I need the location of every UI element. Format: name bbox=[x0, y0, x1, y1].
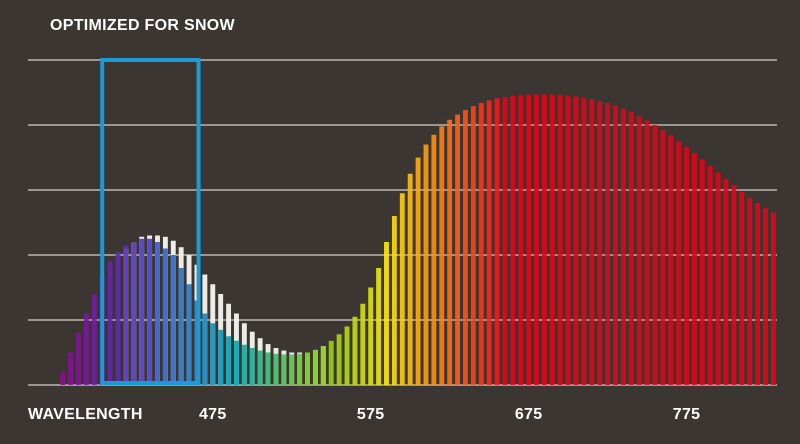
bar bbox=[431, 134, 437, 385]
bar bbox=[518, 95, 524, 385]
bar bbox=[328, 340, 334, 385]
bar bbox=[447, 119, 453, 386]
bar bbox=[68, 352, 74, 385]
bar bbox=[289, 354, 295, 385]
bar bbox=[178, 268, 184, 385]
bar bbox=[620, 108, 626, 385]
bar bbox=[526, 94, 532, 385]
bar bbox=[723, 178, 729, 385]
bar bbox=[360, 303, 366, 385]
bar bbox=[439, 126, 445, 386]
bar bbox=[131, 242, 137, 385]
highlight-box bbox=[100, 58, 201, 385]
bar bbox=[210, 323, 216, 385]
bar bbox=[494, 98, 500, 385]
bar bbox=[265, 352, 271, 385]
bar bbox=[60, 372, 66, 385]
bar bbox=[770, 212, 776, 385]
bar bbox=[76, 333, 81, 385]
bar bbox=[510, 95, 516, 385]
bar bbox=[715, 172, 721, 385]
bar bbox=[597, 100, 603, 385]
bar bbox=[170, 255, 176, 385]
bar bbox=[115, 251, 121, 385]
bar bbox=[320, 346, 326, 385]
bar bbox=[644, 120, 650, 385]
bar bbox=[226, 336, 232, 385]
bar bbox=[241, 344, 247, 385]
bar bbox=[391, 216, 397, 385]
bar bbox=[384, 242, 389, 385]
bar bbox=[162, 248, 168, 385]
bar bbox=[83, 313, 89, 385]
bar bbox=[281, 354, 287, 385]
bar bbox=[344, 326, 350, 385]
bar bbox=[415, 157, 421, 385]
bar bbox=[249, 347, 255, 385]
bar bbox=[731, 185, 737, 385]
chart-title: OPTIMIZED FOR SNOW bbox=[50, 17, 236, 34]
bar bbox=[660, 130, 666, 385]
bar bbox=[155, 242, 160, 385]
bar bbox=[652, 125, 658, 385]
bar bbox=[573, 96, 579, 386]
bar bbox=[455, 114, 461, 385]
bar bbox=[368, 287, 374, 385]
bar bbox=[549, 94, 555, 385]
bar bbox=[234, 340, 239, 385]
bar bbox=[147, 238, 153, 385]
bar bbox=[107, 261, 113, 385]
bar bbox=[707, 165, 713, 385]
x-tick-label: 675 bbox=[515, 406, 543, 423]
bar bbox=[202, 313, 208, 385]
bar bbox=[273, 353, 279, 385]
bar bbox=[581, 97, 587, 385]
bar bbox=[747, 197, 753, 385]
bar bbox=[613, 105, 618, 385]
bar bbox=[589, 99, 595, 385]
bar bbox=[91, 294, 97, 385]
bar bbox=[502, 97, 508, 386]
bar bbox=[257, 350, 263, 385]
bar bbox=[297, 353, 303, 385]
bar bbox=[628, 112, 634, 385]
bar bbox=[305, 352, 310, 385]
x-tick-label: 475 bbox=[199, 406, 227, 423]
bar bbox=[699, 159, 705, 385]
bar bbox=[463, 110, 468, 386]
bar bbox=[668, 135, 674, 385]
bar bbox=[676, 141, 682, 385]
bar bbox=[123, 245, 129, 385]
bar bbox=[407, 173, 413, 385]
bar bbox=[534, 94, 539, 385]
bar bbox=[139, 238, 145, 385]
bar bbox=[478, 102, 484, 386]
bar bbox=[565, 95, 571, 385]
bar bbox=[605, 102, 611, 386]
bar bbox=[763, 208, 768, 385]
bar bbox=[423, 144, 429, 385]
bar bbox=[218, 329, 224, 385]
bar bbox=[684, 147, 690, 385]
x-tick-label: 775 bbox=[673, 406, 701, 423]
bar bbox=[692, 152, 697, 385]
bar bbox=[399, 193, 405, 385]
bar bbox=[541, 94, 547, 385]
bar bbox=[186, 284, 192, 385]
bar bbox=[755, 203, 761, 385]
bar bbox=[470, 106, 476, 386]
bar bbox=[486, 100, 492, 386]
bar bbox=[557, 95, 563, 385]
bar bbox=[636, 115, 642, 386]
bar bbox=[376, 268, 382, 385]
x-tick-label: 575 bbox=[357, 406, 385, 423]
bar bbox=[352, 316, 358, 385]
bar bbox=[312, 349, 318, 385]
bar bbox=[336, 334, 342, 385]
bar bbox=[739, 191, 745, 385]
x-axis-label: WAVELENGTH bbox=[28, 406, 143, 423]
